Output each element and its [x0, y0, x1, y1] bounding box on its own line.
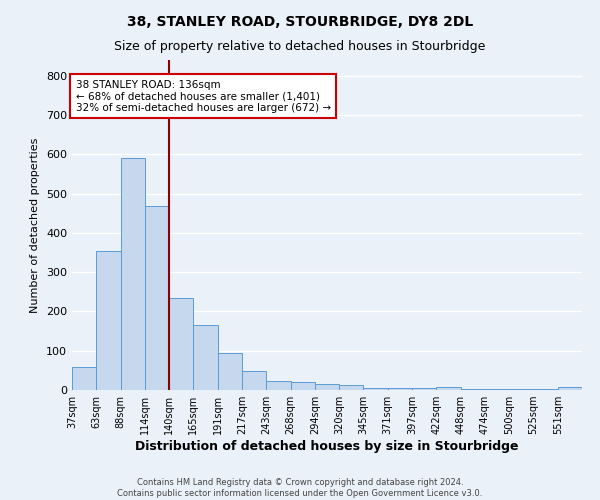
Bar — [364, 388, 388, 390]
Bar — [218, 352, 242, 390]
Bar — [412, 388, 436, 390]
Bar — [242, 371, 266, 390]
Bar — [533, 389, 558, 390]
Bar — [169, 298, 193, 390]
Bar — [72, 367, 96, 390]
Bar — [266, 382, 290, 390]
Bar — [193, 325, 218, 390]
Bar — [485, 389, 509, 390]
Bar — [315, 384, 339, 390]
Bar — [339, 386, 364, 390]
X-axis label: Distribution of detached houses by size in Stourbridge: Distribution of detached houses by size … — [135, 440, 519, 453]
Bar — [290, 382, 315, 390]
Text: Contains HM Land Registry data © Crown copyright and database right 2024.
Contai: Contains HM Land Registry data © Crown c… — [118, 478, 482, 498]
Text: 38, STANLEY ROAD, STOURBRIDGE, DY8 2DL: 38, STANLEY ROAD, STOURBRIDGE, DY8 2DL — [127, 15, 473, 29]
Y-axis label: Number of detached properties: Number of detached properties — [31, 138, 40, 312]
Bar — [461, 389, 485, 390]
Bar — [558, 387, 582, 390]
Bar — [436, 387, 461, 390]
Bar — [388, 388, 412, 390]
Text: Size of property relative to detached houses in Stourbridge: Size of property relative to detached ho… — [115, 40, 485, 53]
Bar — [145, 206, 169, 390]
Text: 38 STANLEY ROAD: 136sqm
← 68% of detached houses are smaller (1,401)
32% of semi: 38 STANLEY ROAD: 136sqm ← 68% of detache… — [76, 80, 331, 113]
Bar — [96, 250, 121, 390]
Bar — [509, 389, 533, 390]
Bar — [121, 158, 145, 390]
